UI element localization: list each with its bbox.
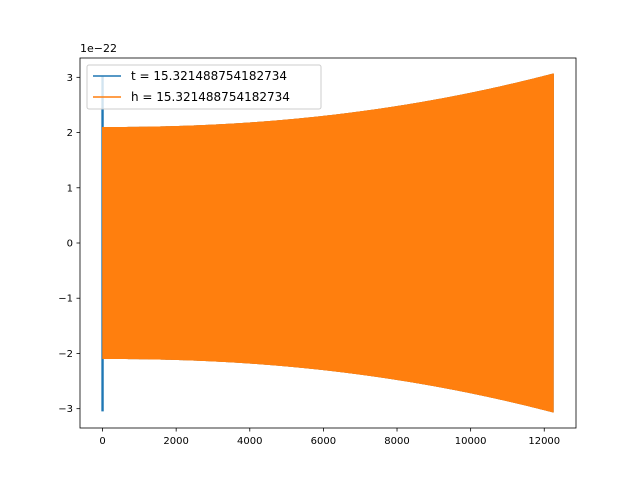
series-1 [102, 73, 554, 413]
series-layer [101, 73, 554, 413]
y-tick-label: −1 [58, 294, 73, 305]
x-tick-label: 8000 [384, 436, 409, 447]
y-tick-label: 0 [67, 239, 73, 250]
y-tick-label: 1 [67, 183, 73, 194]
y-axis: −3 −2 −1 0 1 2 3 [58, 73, 80, 415]
x-tick-label: 10000 [455, 436, 487, 447]
x-tick-label: 6000 [311, 436, 336, 447]
legend-box [86, 64, 322, 110]
legend: t = 15.321488754182734 h = 15.3214887541… [86, 64, 322, 110]
y-tick-label: −3 [58, 404, 73, 415]
x-axis: 0 2000 4000 6000 8000 10000 12000 [99, 428, 560, 447]
y-tick-label: 3 [67, 73, 73, 84]
y-tick-label: −2 [58, 349, 73, 360]
x-tick-label: 0 [99, 436, 105, 447]
axis-offset-text: 1e−22 [80, 42, 117, 55]
legend-label-0: t = 15.321488754182734 [131, 69, 287, 83]
legend-label-1: h = 15.321488754182734 [131, 90, 290, 104]
x-tick-label: 4000 [237, 436, 262, 447]
x-tick-label: 12000 [528, 436, 560, 447]
series-line-1 [102, 73, 554, 413]
y-tick-label: 2 [67, 128, 73, 139]
x-tick-label: 2000 [163, 436, 188, 447]
